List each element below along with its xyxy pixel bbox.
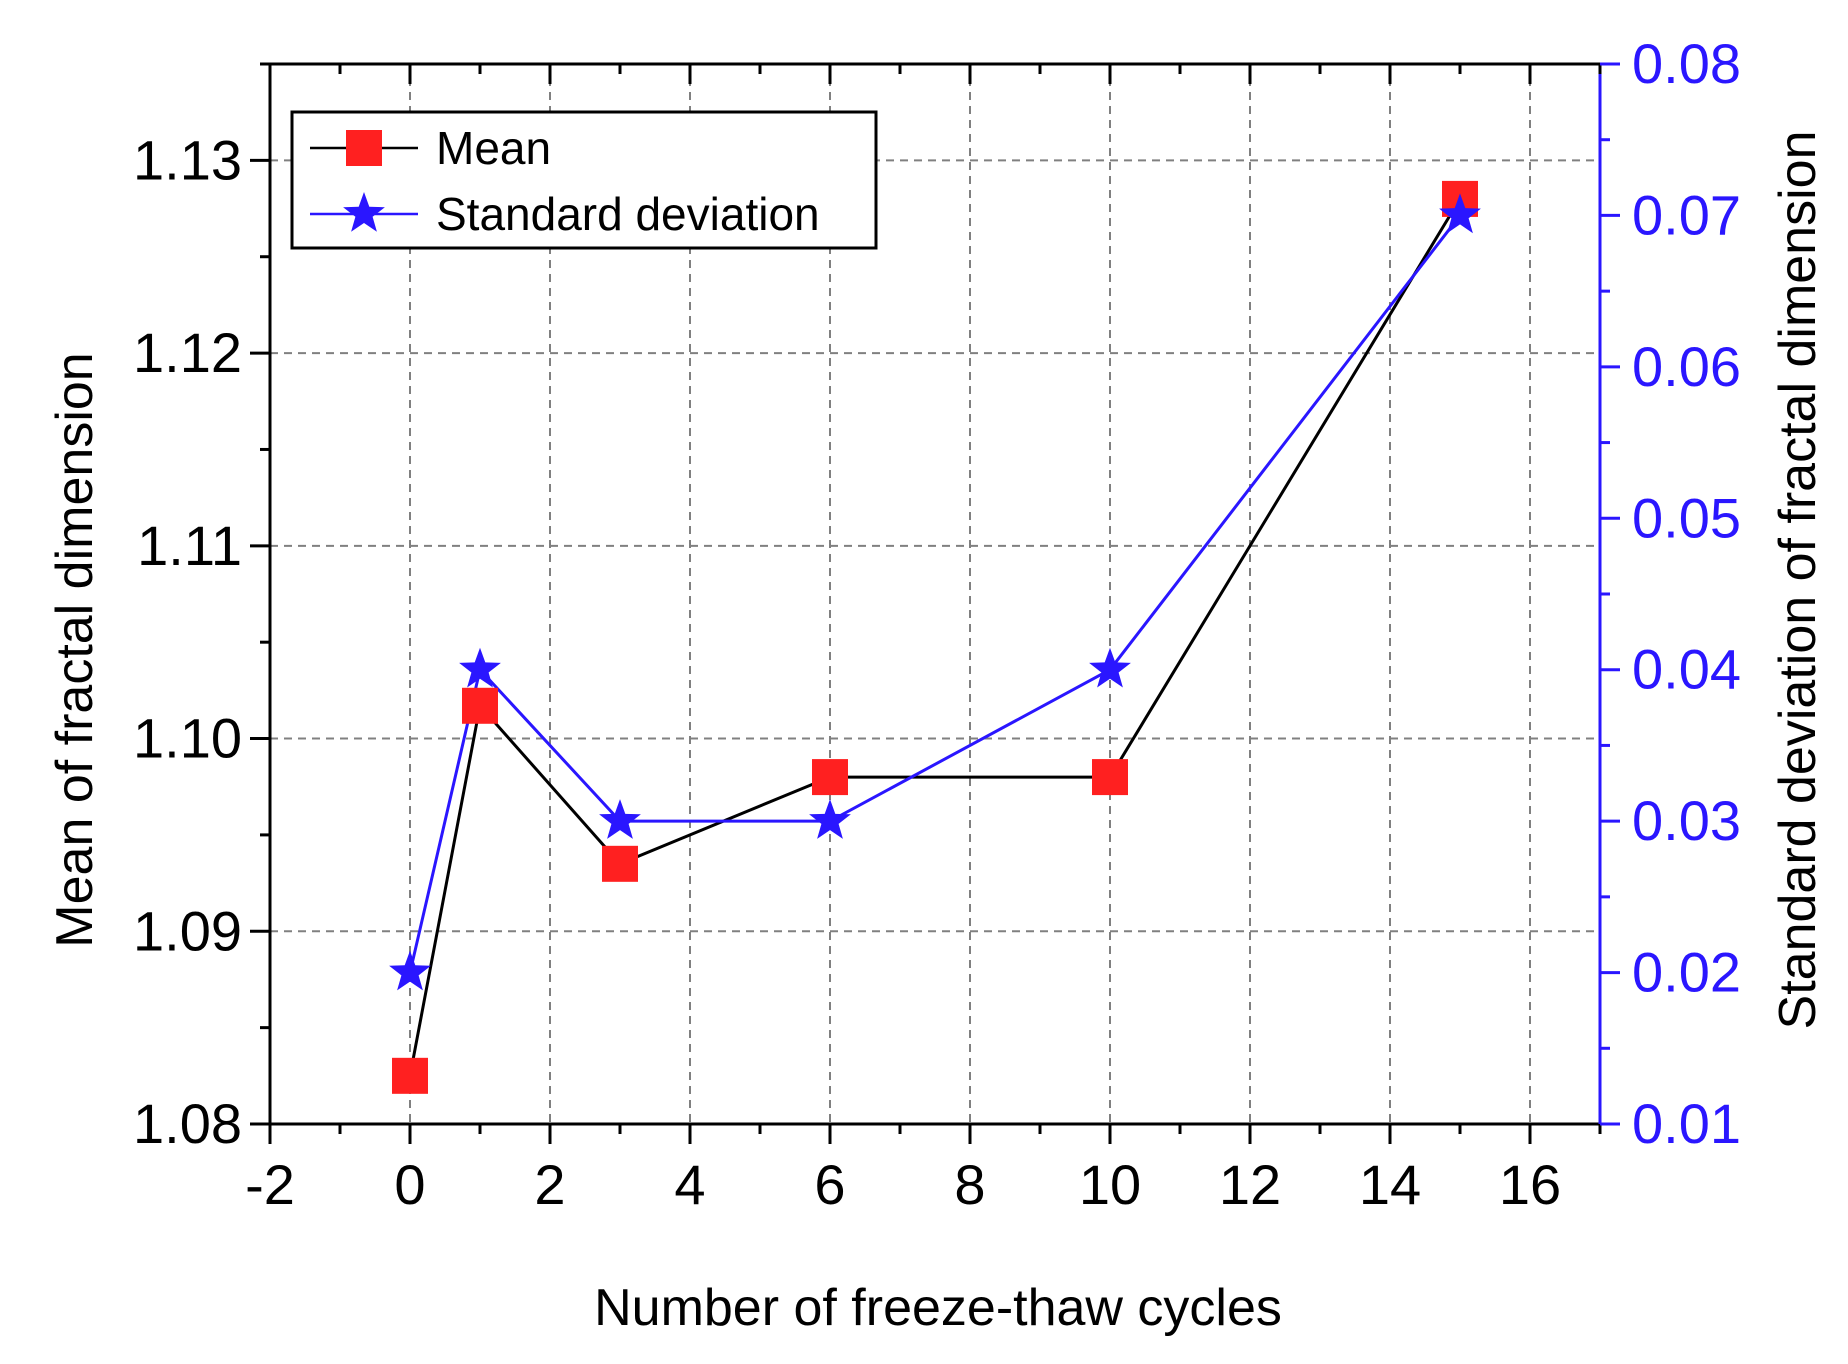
legend-mean-label: Mean bbox=[436, 122, 551, 174]
y2-tick-label: 0.02 bbox=[1632, 941, 1741, 1004]
std-point bbox=[809, 799, 851, 839]
x-tick-label: 6 bbox=[814, 1153, 845, 1216]
mean-point bbox=[812, 759, 848, 796]
mean-point bbox=[1092, 759, 1128, 796]
mean-point bbox=[462, 687, 498, 724]
axes bbox=[250, 62, 1620, 1144]
legend-std-marker bbox=[343, 192, 385, 232]
y2-tick-label: 0.04 bbox=[1632, 638, 1741, 701]
legend-std-label: Standard deviation bbox=[436, 188, 820, 240]
std-point bbox=[1089, 647, 1131, 688]
legend-box bbox=[290, 110, 878, 250]
y2-tick-label: 0.07 bbox=[1632, 183, 1741, 246]
x-tick-label: 0 bbox=[394, 1153, 425, 1216]
y-tick-label: 1.12 bbox=[133, 321, 242, 384]
x-tick-label: 4 bbox=[674, 1153, 705, 1216]
x-tick-label: 16 bbox=[1499, 1153, 1561, 1216]
x-tick-label: 2 bbox=[534, 1153, 565, 1216]
y-tick-label: 1.11 bbox=[137, 514, 242, 577]
x-tick-label: -2 bbox=[245, 1153, 295, 1216]
grid bbox=[270, 64, 1600, 1124]
series bbox=[389, 180, 1481, 1094]
std-point bbox=[1439, 193, 1481, 234]
y-axis-title: Mean of fractal dimension bbox=[46, 352, 104, 947]
y2-tick-label: 0.03 bbox=[1632, 789, 1741, 852]
std-point bbox=[389, 950, 431, 991]
x-tick-label: 12 bbox=[1219, 1153, 1281, 1216]
x-tick-label: 8 bbox=[954, 1153, 985, 1216]
y-tick-label: 1.13 bbox=[133, 128, 242, 191]
mean-point bbox=[392, 1057, 428, 1094]
x-tick-label: 10 bbox=[1079, 1153, 1141, 1216]
std-point bbox=[599, 799, 641, 839]
x-tick-label: 14 bbox=[1359, 1153, 1421, 1216]
y2-axis-title: Standard deviation of fractal dimension bbox=[1769, 131, 1827, 1030]
mean-point bbox=[602, 845, 638, 882]
y-tick-label: 1.08 bbox=[133, 1092, 242, 1155]
tick-labels: -2 0 2 4 6 8 10 12 14 16 1.08 1.09 1.10 1.11 1.12 1.13 0… bbox=[133, 32, 1741, 1216]
y2-tick-label: 0.05 bbox=[1632, 486, 1741, 549]
y-tick-label: 1.10 bbox=[133, 707, 242, 770]
y2-tick-label: 0.01 bbox=[1632, 1092, 1741, 1155]
y2-tick-label: 0.06 bbox=[1632, 335, 1741, 398]
y-tick-label: 1.09 bbox=[133, 899, 242, 962]
legend: Mean Standard deviation bbox=[290, 110, 878, 250]
x-axis-title: Number of freeze-thaw cycles bbox=[594, 1279, 1282, 1337]
y2-tick-label: 0.08 bbox=[1632, 32, 1741, 95]
legend-mean-marker bbox=[346, 130, 382, 166]
std-point bbox=[459, 647, 501, 688]
